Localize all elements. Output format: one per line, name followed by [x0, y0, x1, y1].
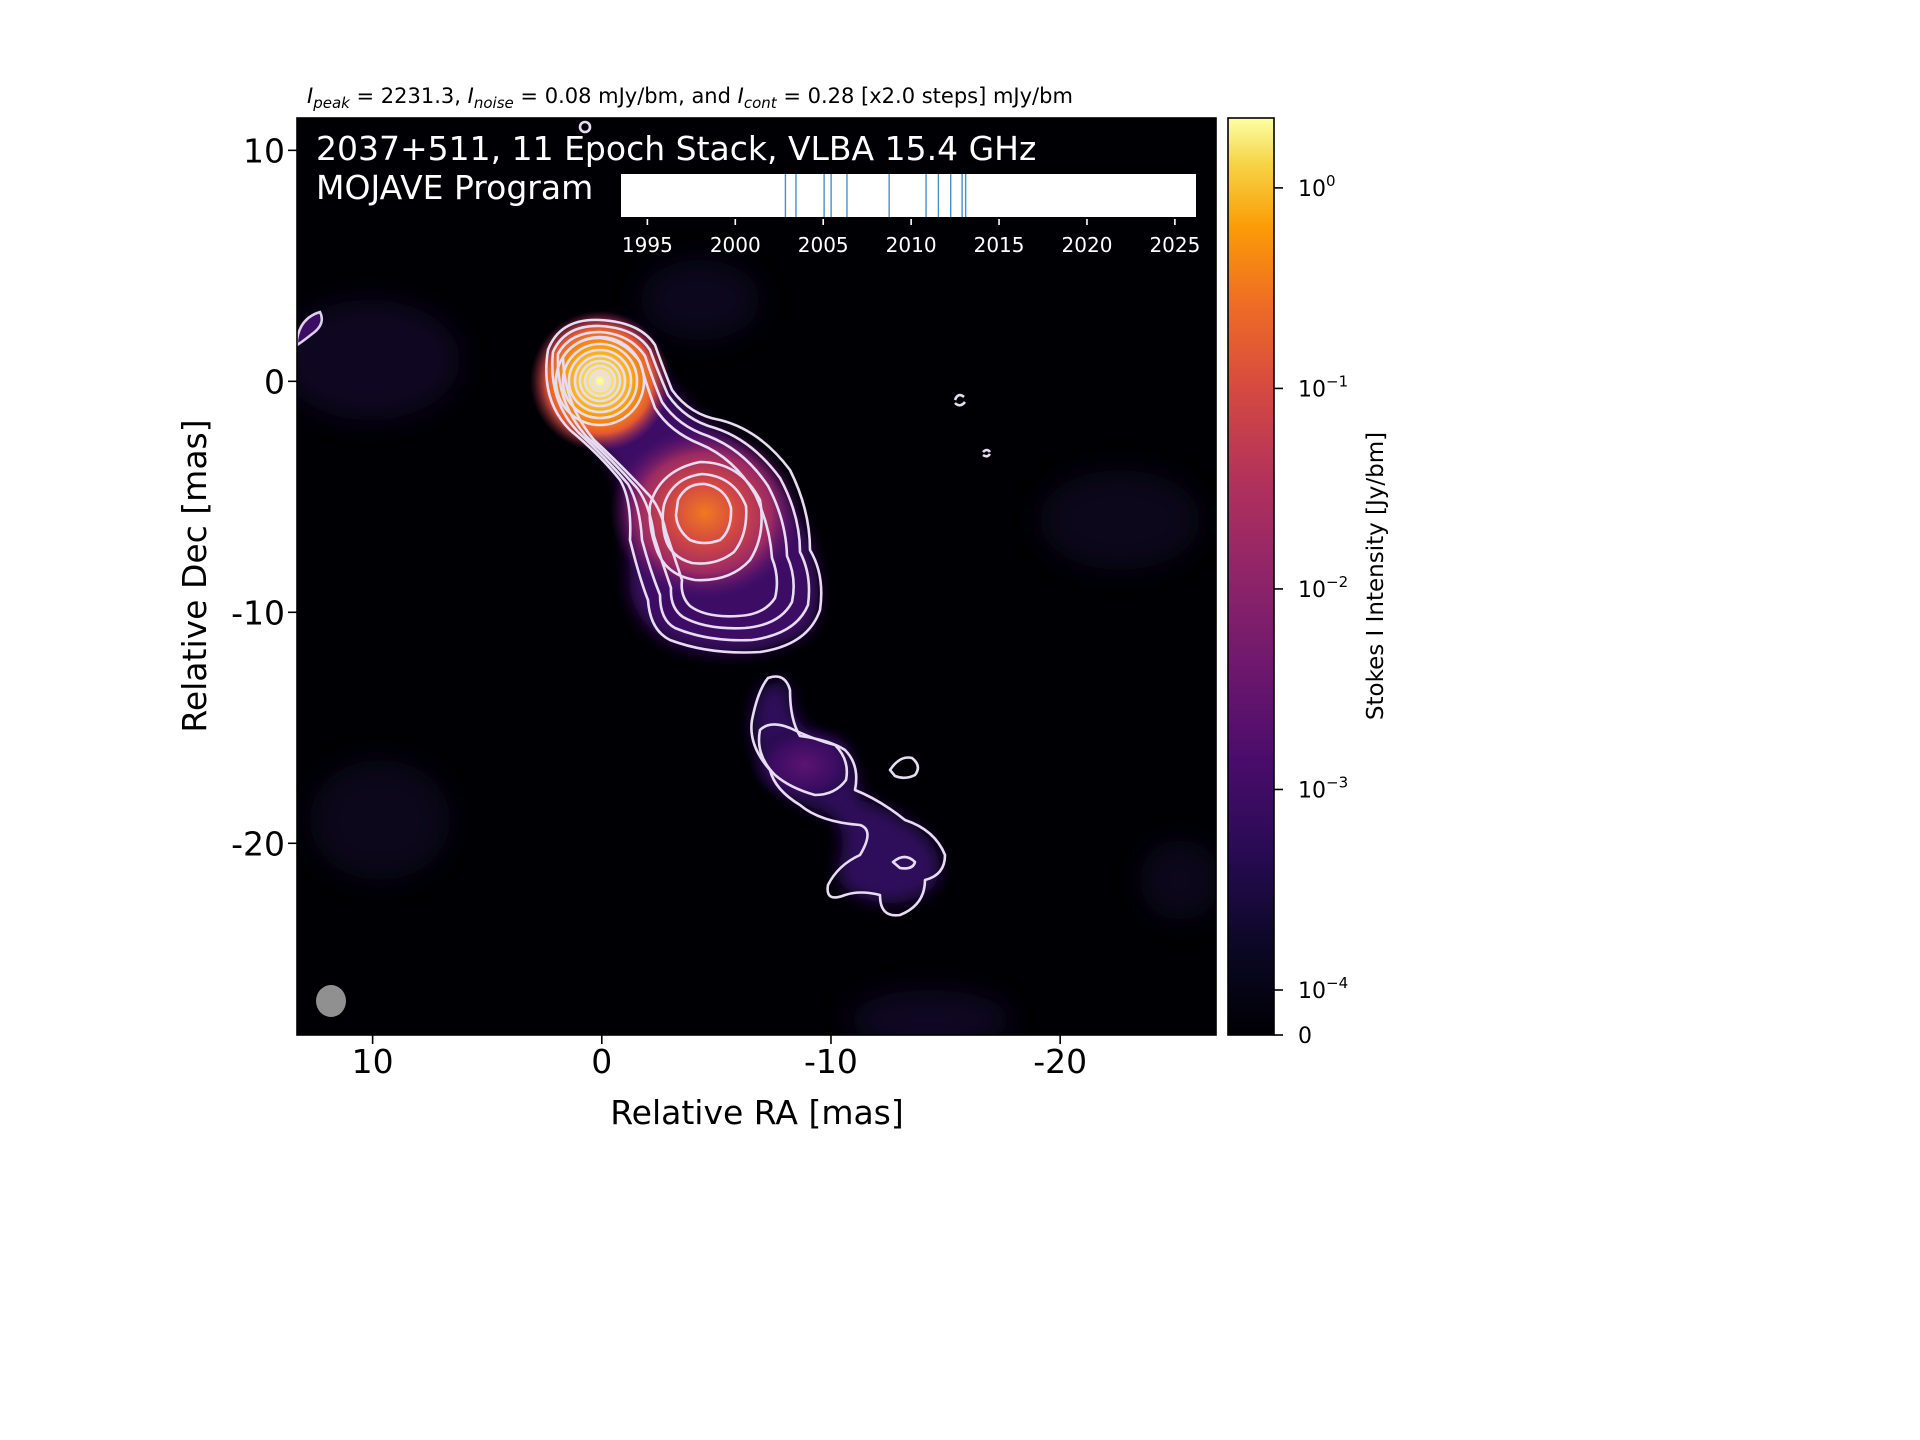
colorbar-gradient — [1228, 118, 1274, 1035]
x-axis-label: Relative RA [mas] — [610, 1093, 904, 1132]
colorbar-tick-label: 0 — [1298, 1024, 1312, 1049]
edge-emission — [297, 310, 323, 347]
colorbar-tick-label: 10−1 — [1298, 372, 1348, 402]
epoch-tick-label: 1995 — [622, 233, 673, 257]
x-tick-label: -20 — [1033, 1042, 1087, 1081]
x-tick-label: -10 — [804, 1042, 858, 1081]
header-stats: Ipeak = 2231.3, Inoise = 0.08 mJy/bm, an… — [307, 84, 1073, 112]
y-axis-label: Relative Dec [mas] — [175, 419, 214, 732]
x-axis: 10 0 -10 -20 — [352, 1035, 1087, 1081]
epoch-tick-label: 2000 — [710, 233, 761, 257]
epoch-inset: 1995 2000 2005 2010 2015 2020 2025 — [621, 174, 1200, 257]
colorbar-tick-label: 10−2 — [1298, 573, 1348, 603]
colorbar-tick-label: 100 — [1298, 172, 1336, 202]
y-axis: 10 0 -10 -20 — [231, 131, 297, 863]
epoch-tick-label: 2025 — [1149, 233, 1200, 257]
intensity-map: 2037+511, 11 Epoch Stack, VLBA 15.4 GHz … — [297, 118, 1216, 1035]
chart-subtitle: MOJAVE Program — [316, 168, 593, 207]
epoch-tick-label: 2005 — [798, 233, 849, 257]
colorbar-tick-label: 10−4 — [1298, 974, 1348, 1004]
chart-title: 2037+511, 11 Epoch Stack, VLBA 15.4 GHz — [316, 129, 1036, 168]
epoch-tick-label: 2010 — [886, 233, 937, 257]
plot-frame — [296, 117, 1217, 1036]
y-tick-label: 0 — [264, 362, 285, 401]
epoch-lines — [784, 174, 967, 217]
epoch-tick-label: 2020 — [1062, 233, 1113, 257]
epoch-inset-box — [621, 174, 1196, 217]
y-tick-label: -20 — [231, 824, 285, 863]
epoch-ticks: 1995 2000 2005 2010 2015 2020 2025 — [622, 219, 1200, 257]
colorbar-label: Stokes I Intensity [Jy/bm] — [1363, 432, 1389, 720]
epoch-tick-label: 2015 — [974, 233, 1025, 257]
x-tick-label: 10 — [352, 1042, 394, 1081]
colorbar: 100 10−1 10−2 10−3 10−4 0 Stokes I Intensity … — [1227, 117, 1389, 1049]
diffuse-emission — [297, 260, 1216, 1035]
y-tick-label: -10 — [231, 593, 285, 632]
y-tick-label: 10 — [243, 131, 285, 170]
colorbar-frame — [1227, 117, 1275, 1036]
contours — [545, 120, 992, 917]
x-tick-label: 0 — [591, 1042, 612, 1081]
colorbar-tick-label: 10−3 — [1298, 773, 1348, 803]
colorbar-ticks: 100 10−1 10−2 10−3 10−4 0 — [1274, 172, 1348, 1049]
beam-ellipse — [316, 985, 346, 1017]
